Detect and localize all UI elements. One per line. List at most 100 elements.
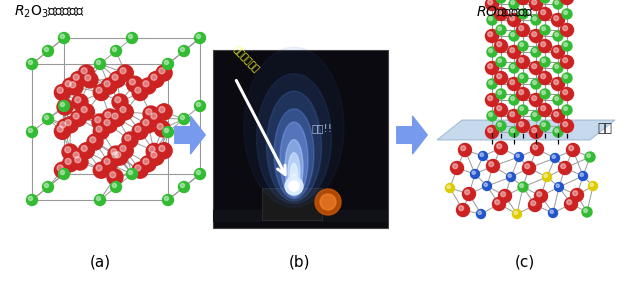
Circle shape (163, 195, 173, 206)
Circle shape (93, 123, 109, 139)
Circle shape (109, 72, 125, 88)
Circle shape (542, 91, 546, 95)
Circle shape (492, 197, 506, 211)
Circle shape (489, 162, 494, 167)
Circle shape (562, 41, 572, 51)
Circle shape (555, 129, 558, 133)
Ellipse shape (288, 153, 300, 193)
Circle shape (120, 68, 126, 74)
Circle shape (541, 10, 546, 15)
Circle shape (564, 75, 568, 79)
Circle shape (26, 195, 38, 206)
Circle shape (73, 113, 79, 119)
Circle shape (525, 164, 529, 169)
Circle shape (58, 101, 70, 111)
Circle shape (551, 46, 565, 59)
Circle shape (497, 106, 502, 111)
Circle shape (529, 30, 543, 43)
Circle shape (70, 110, 87, 126)
Circle shape (60, 122, 66, 128)
Circle shape (458, 206, 463, 211)
Circle shape (143, 106, 159, 122)
Circle shape (552, 155, 555, 158)
Circle shape (472, 171, 475, 175)
Circle shape (479, 151, 487, 160)
Circle shape (541, 74, 546, 79)
Circle shape (520, 75, 524, 79)
Circle shape (566, 200, 571, 205)
Circle shape (285, 177, 303, 195)
Circle shape (540, 0, 550, 3)
Circle shape (159, 106, 165, 113)
Circle shape (497, 74, 502, 79)
Circle shape (538, 104, 551, 117)
Circle shape (548, 209, 558, 218)
Circle shape (151, 74, 157, 80)
Circle shape (516, 154, 519, 157)
Circle shape (510, 16, 515, 21)
Circle shape (510, 48, 515, 53)
Ellipse shape (256, 74, 332, 204)
Circle shape (65, 81, 71, 87)
Circle shape (487, 160, 499, 173)
Circle shape (507, 46, 521, 59)
Circle shape (101, 117, 117, 133)
Circle shape (127, 76, 143, 92)
Circle shape (566, 144, 580, 157)
Circle shape (112, 183, 117, 188)
Circle shape (96, 126, 102, 132)
Circle shape (149, 146, 155, 152)
Circle shape (498, 59, 502, 63)
Circle shape (477, 209, 485, 218)
Circle shape (499, 189, 511, 202)
Circle shape (195, 32, 205, 44)
Circle shape (485, 0, 499, 10)
Circle shape (43, 113, 53, 124)
Circle shape (107, 169, 123, 185)
Circle shape (488, 96, 492, 101)
Bar (213, 210, 388, 222)
Ellipse shape (290, 163, 298, 191)
Circle shape (96, 87, 102, 93)
Circle shape (478, 211, 482, 214)
Circle shape (45, 47, 48, 52)
Text: (a): (a) (89, 255, 111, 269)
Circle shape (553, 0, 563, 9)
Circle shape (128, 170, 133, 175)
Circle shape (494, 104, 507, 117)
Circle shape (533, 113, 536, 117)
Circle shape (494, 72, 507, 84)
Circle shape (580, 173, 583, 176)
Circle shape (488, 64, 492, 69)
Text: (c): (c) (515, 255, 535, 269)
Circle shape (95, 117, 101, 123)
Circle shape (531, 15, 541, 25)
Circle shape (72, 94, 88, 110)
Circle shape (178, 182, 190, 193)
Circle shape (511, 97, 514, 101)
Circle shape (81, 106, 87, 113)
Circle shape (487, 15, 497, 25)
Circle shape (570, 188, 583, 202)
Circle shape (563, 26, 568, 31)
Circle shape (289, 181, 299, 191)
Circle shape (45, 115, 48, 119)
Circle shape (480, 153, 484, 156)
Circle shape (482, 182, 492, 191)
Circle shape (129, 79, 136, 85)
Circle shape (320, 194, 336, 210)
Circle shape (82, 72, 98, 88)
Circle shape (156, 104, 172, 120)
Circle shape (537, 192, 541, 197)
Circle shape (531, 79, 541, 89)
Circle shape (496, 121, 506, 131)
Circle shape (529, 61, 543, 75)
Circle shape (159, 68, 165, 74)
Circle shape (563, 90, 568, 95)
Circle shape (518, 41, 528, 51)
Circle shape (157, 124, 163, 130)
Circle shape (148, 72, 164, 88)
Circle shape (564, 107, 568, 110)
Circle shape (488, 32, 492, 37)
Circle shape (151, 113, 157, 119)
